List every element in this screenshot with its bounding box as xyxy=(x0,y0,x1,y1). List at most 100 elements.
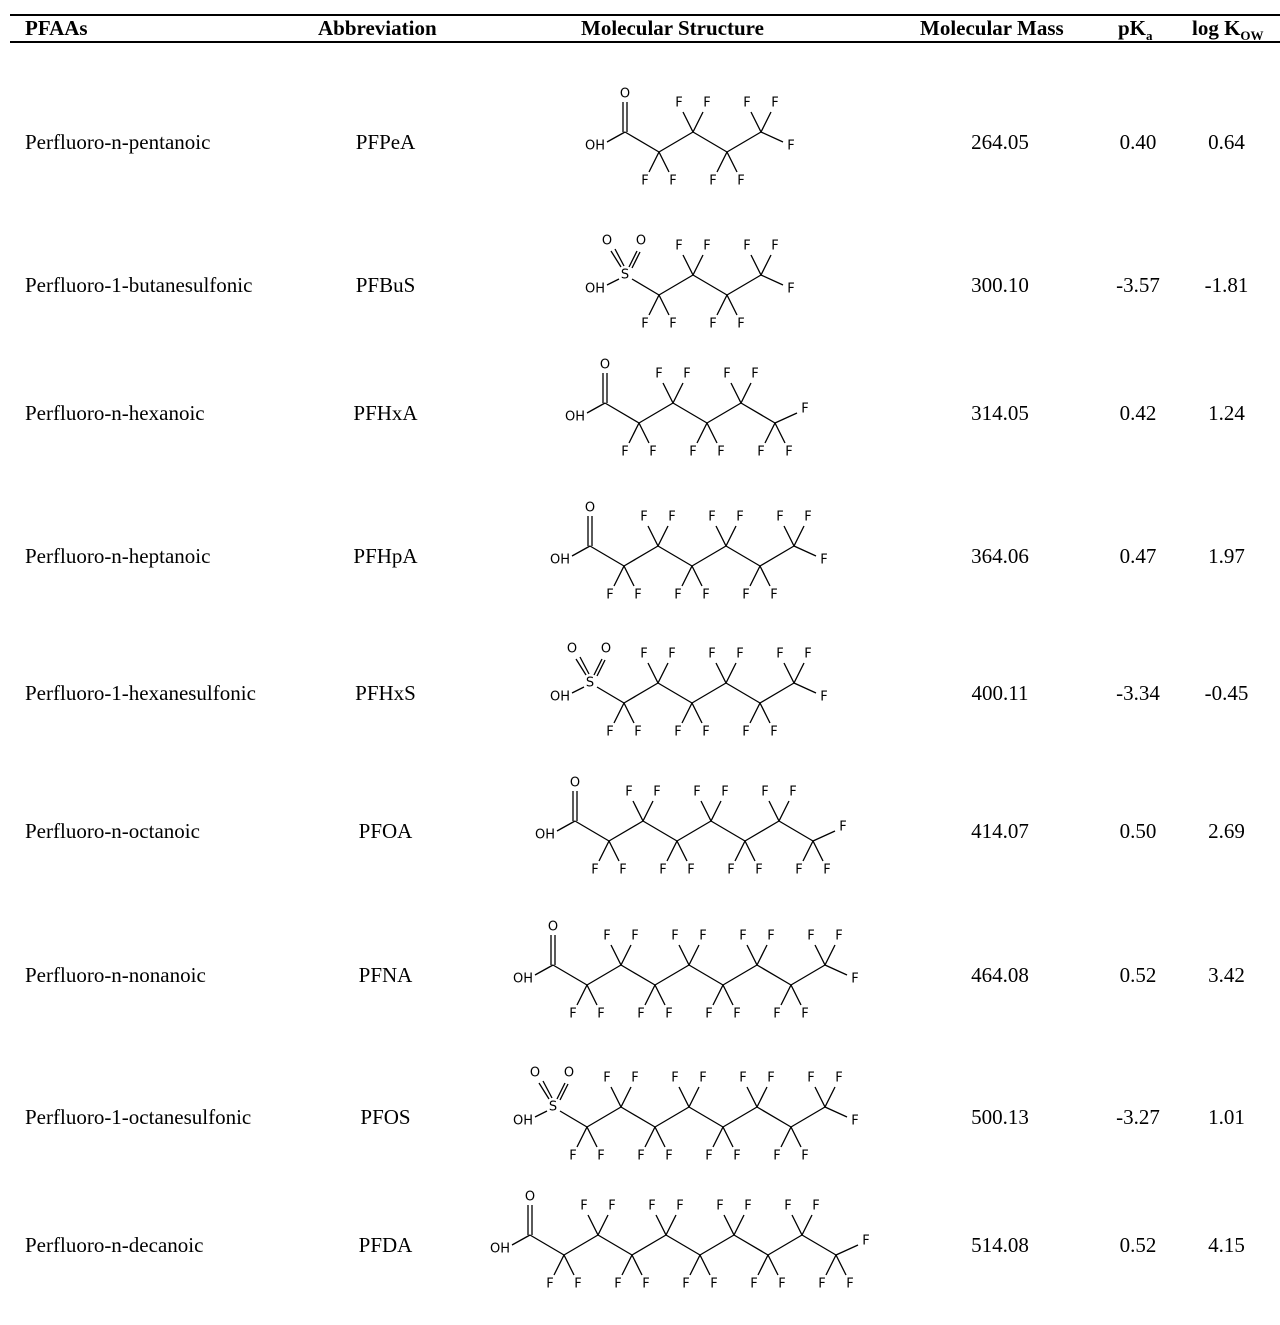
log-kow-cell: 1.24 xyxy=(1208,400,1245,425)
bond-line xyxy=(706,402,742,424)
fluorine-atom-label: F xyxy=(739,1071,746,1086)
molecular-structure-drawing: O OH F F F F F F F F F F F xyxy=(565,358,809,460)
fluorine-atom-label: F xyxy=(693,785,700,800)
fluorine-atom-label: F xyxy=(621,445,628,460)
fluorine-atom-label: F xyxy=(634,725,641,740)
pka-cell: 0.42 xyxy=(1119,400,1157,425)
abbreviation-cell: PFDA xyxy=(358,1232,413,1257)
bond-line xyxy=(631,251,641,269)
bond-line xyxy=(726,131,762,153)
header-molecular-structure: Molecular Structure xyxy=(581,16,764,40)
fluorine-atom-label: F xyxy=(648,1199,655,1214)
fluorine-atom-label: F xyxy=(546,1277,553,1292)
fluorine-atom-label: F xyxy=(736,510,743,525)
header-kow-main: log K xyxy=(1192,16,1241,40)
bond-line xyxy=(716,294,728,316)
bond-line xyxy=(620,944,632,966)
bond-line xyxy=(688,964,724,986)
bond-line xyxy=(814,1086,826,1108)
bond-line xyxy=(791,1214,803,1236)
bond-line xyxy=(631,1254,643,1276)
molecular-mass-cell: 314.05 xyxy=(971,400,1029,425)
fluorine-atom-label: F xyxy=(668,647,675,662)
fluorine-atom-label: F xyxy=(737,317,744,332)
bond-line xyxy=(824,1086,836,1108)
bond-line xyxy=(759,702,771,724)
bond-line xyxy=(571,545,591,557)
fluorine-atom-label: F xyxy=(787,282,794,297)
bond-line xyxy=(699,1254,711,1276)
fluorine-atom-label: F xyxy=(743,96,750,111)
bond-line xyxy=(593,658,603,676)
header-pka-subscript: a xyxy=(1146,28,1153,44)
bond-line xyxy=(802,840,814,862)
fluorine-atom-label: F xyxy=(569,1149,576,1164)
fluorine-atom-label: F xyxy=(846,1277,853,1292)
fluorine-atom-label: F xyxy=(776,510,783,525)
fluorine-atom-label: F xyxy=(773,1149,780,1164)
bond-line xyxy=(597,1234,633,1256)
bond-line xyxy=(672,382,684,404)
table-row: Perfluoro-n-pentanoic PFPeA 264.05 0.40 0.64… xyxy=(0,72,1280,212)
bond-line xyxy=(658,294,670,316)
fluorine-atom-label: F xyxy=(807,1071,814,1086)
bond-line xyxy=(744,840,756,862)
bond-line xyxy=(780,984,792,1006)
fluorine-atom-label: F xyxy=(795,863,802,878)
molecular-mass-cell: 400.11 xyxy=(971,680,1029,705)
bond-line xyxy=(760,274,784,286)
fluorine-atom-label: F xyxy=(727,863,734,878)
oxygen-atom-label: O xyxy=(602,234,612,249)
bond-line xyxy=(579,656,590,675)
bond-line xyxy=(760,254,772,276)
bond-line xyxy=(759,565,771,587)
bond-line xyxy=(746,944,758,966)
oxygen-atom-label: O xyxy=(525,1190,535,1205)
bond-line xyxy=(688,1106,724,1128)
bond-line xyxy=(793,662,805,684)
bond-line xyxy=(678,944,690,966)
fluorine-atom-label: F xyxy=(709,174,716,189)
fluorine-atom-label: F xyxy=(751,367,758,382)
fluorine-atom-label: F xyxy=(608,1199,615,1214)
bond-line xyxy=(676,820,712,842)
fluorine-atom-label: F xyxy=(733,1007,740,1022)
bond-line xyxy=(726,274,762,296)
bond-line xyxy=(760,131,784,143)
bond-line xyxy=(726,294,738,316)
oxygen-atom-label: O xyxy=(530,1066,540,1081)
molecular-mass-cell: 500.13 xyxy=(971,1104,1029,1129)
bond-line xyxy=(613,702,625,724)
fluorine-atom-label: F xyxy=(641,317,648,332)
bond-line xyxy=(628,250,638,268)
header-pka-main: pK xyxy=(1118,16,1147,40)
fluorine-atom-label: F xyxy=(671,929,678,944)
oxygen-atom-label: O xyxy=(600,358,610,373)
bond-line xyxy=(614,248,625,267)
fluorine-atom-label: F xyxy=(665,1149,672,1164)
bond-line xyxy=(576,1126,588,1148)
bond-line xyxy=(538,1082,550,1100)
hydroxyl-label: OH xyxy=(565,410,585,425)
bond-line xyxy=(774,422,786,444)
bond-line xyxy=(657,545,693,567)
fluorine-atom-label: F xyxy=(702,725,709,740)
molecular-structure-drawing: S O O OH F F F F F F F F F F F F F F F F F xyxy=(513,1066,859,1164)
molecular-structure-drawing: O OH F F F F F F F F F F F F F F F F F xyxy=(513,920,859,1022)
fluorine-atom-label: F xyxy=(703,96,710,111)
bond-line xyxy=(542,1080,553,1099)
fluorine-atom-label: F xyxy=(776,647,783,662)
fluorine-atom-label: F xyxy=(597,1149,604,1164)
oxygen-atom-label: O xyxy=(585,501,595,516)
fluorine-atom-label: F xyxy=(699,1071,706,1086)
fluorine-atom-label: F xyxy=(708,510,715,525)
bond-line xyxy=(733,1234,769,1256)
bond-line xyxy=(511,1234,531,1246)
fluorine-atom-label: F xyxy=(674,725,681,740)
bond-line xyxy=(556,820,576,832)
fluorine-atom-label: F xyxy=(640,510,647,525)
fluorine-atom-label: F xyxy=(812,1199,819,1214)
fluorine-atom-label: F xyxy=(708,647,715,662)
bond-line xyxy=(586,1106,622,1128)
bond-line xyxy=(624,131,660,153)
